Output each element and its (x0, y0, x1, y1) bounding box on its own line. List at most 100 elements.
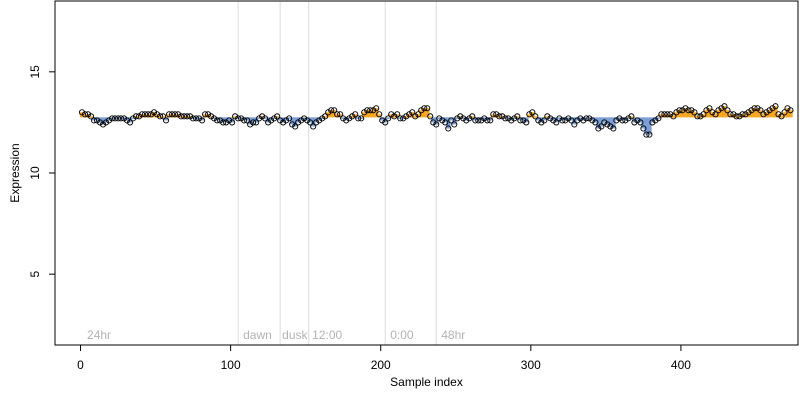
vertical-reference-lines (237, 1, 437, 345)
baseline-bar (380, 117, 385, 121)
data-point (105, 117, 113, 124)
data-point (307, 119, 314, 126)
data-point (466, 115, 473, 122)
data-point (301, 115, 308, 122)
baseline-bar (184, 116, 190, 118)
data-point (253, 119, 260, 126)
data-point (736, 113, 743, 120)
data-point (220, 119, 227, 126)
data-point (319, 115, 326, 122)
baseline-bar (662, 114, 667, 118)
data-point (181, 113, 188, 120)
baseline-bar (157, 116, 163, 118)
data-point (283, 117, 290, 124)
data-point (84, 111, 92, 118)
data-point (108, 115, 116, 122)
data-point (226, 117, 233, 124)
x-tick-label: 300 (521, 358, 541, 372)
data-point (664, 111, 671, 118)
data-point (184, 113, 191, 120)
baseline-bar (82, 114, 88, 118)
baseline-bar (743, 114, 748, 118)
data-point (700, 111, 707, 118)
data-point (637, 119, 644, 126)
baseline-bar (374, 108, 379, 118)
data-point (592, 119, 599, 126)
data-point (562, 117, 569, 124)
data-point (703, 107, 710, 114)
data-point (535, 117, 542, 124)
data-point (111, 115, 119, 122)
data-point (81, 111, 89, 118)
data-point (694, 113, 701, 120)
baseline-bar (761, 114, 766, 118)
y-tick-label: 10 (28, 166, 42, 180)
data-point (430, 119, 437, 126)
data-point (547, 115, 554, 122)
baseline-bar (437, 117, 442, 119)
data-point (619, 117, 626, 124)
data-point (772, 103, 779, 110)
data-point (436, 115, 443, 122)
baseline-bar (773, 106, 778, 118)
baseline-bar (542, 117, 547, 121)
data-point (610, 125, 617, 132)
x-axis-label: Sample index (390, 375, 463, 389)
data-point (78, 109, 86, 116)
baseline-bar (404, 116, 409, 118)
data-point (751, 105, 758, 112)
data-point (331, 107, 338, 114)
baseline-bar (232, 116, 238, 118)
data-point (250, 119, 257, 126)
data-point (676, 107, 683, 114)
baseline-bar (779, 116, 784, 118)
data-point (559, 117, 566, 124)
data-point (169, 111, 176, 118)
baseline-bar (470, 116, 475, 118)
data-point (205, 111, 212, 118)
data-point (367, 107, 374, 114)
time-annotation: dawn (243, 328, 272, 342)
baseline-bar (337, 114, 343, 118)
baseline-bar (659, 114, 664, 118)
baseline-bar (350, 116, 355, 118)
data-point (256, 115, 263, 122)
baseline-bar (476, 117, 481, 121)
data-point (445, 125, 452, 132)
data-point (93, 117, 101, 124)
baseline-bar (644, 117, 649, 135)
data-point (655, 115, 662, 122)
data-point (99, 121, 107, 128)
baseline-bar (737, 116, 742, 118)
data-point (448, 117, 455, 124)
data-point (667, 111, 674, 118)
data-point (394, 111, 401, 118)
baseline-bar (719, 108, 724, 118)
baseline-bar (677, 110, 682, 118)
data-point (127, 119, 134, 126)
data-point (640, 125, 647, 132)
baseline-bar (289, 117, 295, 125)
baseline-bar (647, 117, 652, 135)
time-annotation: 0:00 (390, 328, 414, 342)
data-point (190, 115, 197, 122)
data-point (133, 113, 140, 120)
data-point (586, 115, 593, 122)
data-point (472, 117, 479, 124)
data-point (376, 111, 383, 118)
time-annotations: 24hr dawn dusk 12:00 0:00 48hr (87, 328, 465, 342)
data-point (493, 111, 500, 118)
data-point (352, 111, 359, 118)
data-point (397, 115, 404, 122)
baseline-bar (130, 117, 136, 119)
data-point (463, 117, 470, 124)
data-point (715, 107, 722, 114)
baseline-bar (142, 114, 148, 118)
data-point (388, 111, 395, 118)
data-point (325, 109, 332, 116)
y-tick-label: 5 (28, 271, 42, 278)
data-point (733, 113, 740, 120)
baseline-bar (262, 117, 268, 119)
data-point (691, 109, 698, 116)
time-annotation: 48hr (441, 328, 465, 342)
